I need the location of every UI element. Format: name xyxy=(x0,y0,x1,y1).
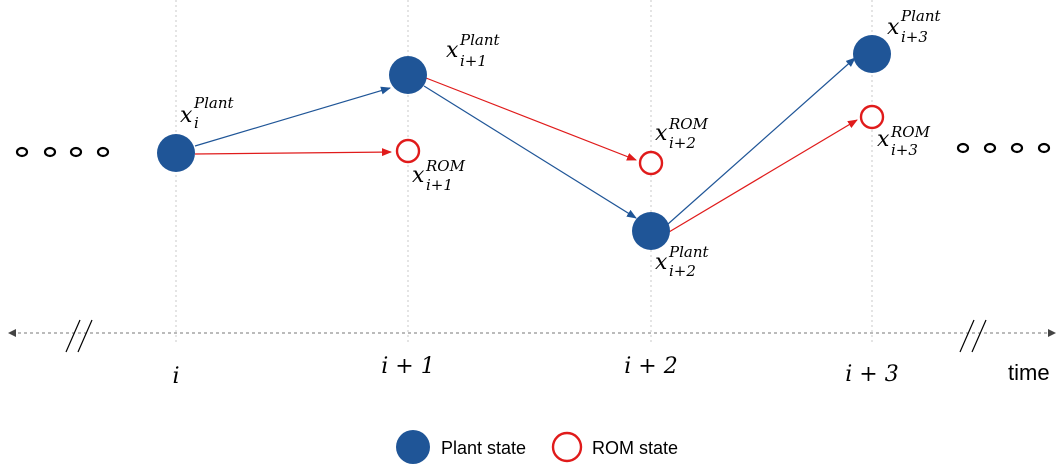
rom-label-i1: x ROM i+1 xyxy=(412,156,470,194)
plant-state-i1 xyxy=(389,56,427,94)
plant-arrow-i-to-i1 xyxy=(194,86,391,147)
plant-states xyxy=(157,35,891,250)
plant-label-i: x Plant i xyxy=(180,93,239,132)
rom-arrow-i1-to-i2 xyxy=(425,77,637,161)
plant-arrow-i2-to-i3 xyxy=(667,57,856,225)
ellipsis-right xyxy=(956,142,1051,154)
plant-state-i2 xyxy=(632,212,670,250)
tick-label-i3: i + 3 xyxy=(845,362,898,387)
tick-label-i2: i + 2 xyxy=(624,354,677,379)
plant-labels: x Plant i x Plant i+1 x Plant i+2 x Plan… xyxy=(180,6,946,280)
plant-state-i3 xyxy=(853,35,891,73)
legend-rom-label: ROM state xyxy=(592,438,678,458)
grid-lines xyxy=(175,0,873,345)
rom-state-i3 xyxy=(859,104,885,130)
rom-label-i2: x ROM i+2 xyxy=(655,114,713,152)
axis-left-arrowhead xyxy=(8,329,16,337)
tick-label-i: i xyxy=(172,364,179,389)
axis-break-left xyxy=(65,319,93,353)
plant-state-i xyxy=(157,134,195,172)
plant-label-i3: x Plant i+3 xyxy=(887,6,946,46)
legend-plant-marker xyxy=(396,430,430,464)
rom-prediction-arrows xyxy=(194,77,858,233)
ellipsis-left xyxy=(15,146,110,158)
axis-right-arrowhead xyxy=(1048,329,1056,337)
rom-label-i3: x ROM i+3 xyxy=(877,122,935,159)
rom-state-i2 xyxy=(638,150,664,176)
plant-label-i2: x Plant i+2 xyxy=(655,242,714,280)
axis-break-right xyxy=(959,319,987,353)
rom-states xyxy=(395,104,885,176)
plant-label-i1: x Plant i+1 xyxy=(446,30,505,70)
legend-rom-marker xyxy=(551,431,583,463)
plant-transition-arrows xyxy=(194,57,856,225)
legend-plant-label: Plant state xyxy=(441,438,526,458)
tick-label-i1: i + 1 xyxy=(381,354,434,379)
rom-state-i1 xyxy=(395,138,421,164)
rom-arrow-i2-to-i3 xyxy=(668,119,858,233)
plant-arrow-i1-to-i2 xyxy=(423,85,637,219)
legend: Plant state ROM state xyxy=(396,430,678,464)
time-axis-label: time xyxy=(1008,360,1050,385)
rom-arrow-i-to-i1 xyxy=(194,148,392,157)
time-axis: i i + 1 i + 2 i + 3 time xyxy=(8,319,1056,389)
rom-labels: x ROM i+1 x ROM i+2 x ROM i+3 xyxy=(412,114,935,194)
